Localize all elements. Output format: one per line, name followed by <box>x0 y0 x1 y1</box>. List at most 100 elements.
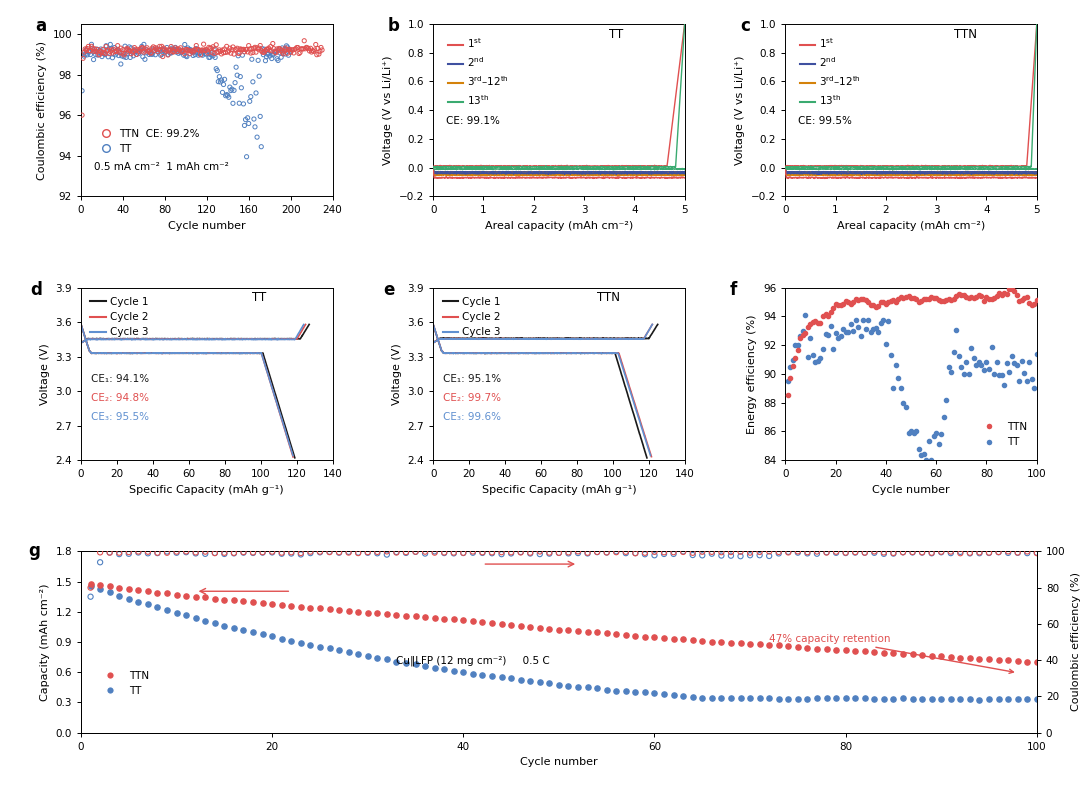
Point <box>973 359 990 371</box>
Point <box>195 38 213 51</box>
Point <box>96 48 113 60</box>
Point <box>589 546 606 558</box>
Point <box>914 546 931 559</box>
Point <box>923 547 941 560</box>
Point <box>827 546 845 558</box>
Point <box>786 338 804 351</box>
Point <box>732 691 750 704</box>
Point <box>283 600 300 612</box>
Point <box>684 549 701 562</box>
Point <box>293 600 310 613</box>
Point <box>123 42 140 55</box>
Point <box>232 43 249 55</box>
Point <box>111 46 129 59</box>
Point <box>207 63 225 75</box>
Point <box>801 332 819 345</box>
Point <box>656 547 673 560</box>
Point <box>770 546 787 558</box>
Point <box>102 45 119 58</box>
Point <box>140 44 158 57</box>
Point <box>359 546 377 558</box>
Point <box>407 546 424 558</box>
Point <box>112 42 130 55</box>
Point <box>127 48 145 61</box>
Point <box>940 293 957 306</box>
Point <box>656 546 673 558</box>
Point <box>118 44 135 56</box>
Text: TTN: TTN <box>954 28 976 40</box>
Point <box>83 38 100 51</box>
Point <box>256 43 273 55</box>
Point <box>133 41 150 54</box>
Point <box>1026 382 1043 394</box>
Point <box>87 48 105 61</box>
Point <box>484 547 501 560</box>
Point <box>259 48 276 60</box>
Point <box>283 547 300 560</box>
Point <box>215 47 232 59</box>
Point <box>267 46 284 59</box>
Point <box>792 330 809 343</box>
Point <box>197 615 214 627</box>
Point <box>183 44 200 56</box>
Point <box>237 113 254 126</box>
Point <box>845 295 862 308</box>
Point <box>970 355 987 367</box>
Point <box>110 589 127 602</box>
Point <box>330 604 348 616</box>
Point <box>885 546 902 559</box>
Point <box>186 46 203 59</box>
Point <box>264 546 281 558</box>
Point <box>197 43 214 55</box>
Point <box>214 44 231 56</box>
Point <box>90 48 107 61</box>
Point <box>445 664 462 677</box>
Point <box>953 288 970 301</box>
Point <box>801 318 819 330</box>
Point <box>137 47 154 59</box>
Point <box>981 653 998 665</box>
Point <box>922 290 940 303</box>
Point <box>966 291 983 304</box>
Point <box>275 43 293 55</box>
Point <box>981 363 998 375</box>
Point <box>240 117 257 130</box>
Point <box>945 293 962 306</box>
Y-axis label: Coulombic efficiency (%): Coulombic efficiency (%) <box>37 40 46 180</box>
Point <box>227 44 244 56</box>
Point <box>888 295 905 308</box>
Point <box>206 546 224 559</box>
Point <box>92 43 109 55</box>
Point <box>340 546 357 559</box>
Point <box>693 691 711 704</box>
Point <box>247 46 265 59</box>
Point <box>684 546 701 559</box>
Point <box>741 546 758 559</box>
Point <box>923 692 941 705</box>
Point <box>559 547 577 560</box>
Point <box>242 47 259 59</box>
Point <box>378 653 395 665</box>
Point <box>287 43 305 55</box>
Point <box>812 317 829 329</box>
Point <box>241 43 258 55</box>
Point <box>636 548 653 561</box>
Point <box>1021 356 1038 369</box>
Point <box>933 546 950 558</box>
Point <box>254 546 271 558</box>
Point <box>1008 288 1025 301</box>
X-axis label: Cycle number: Cycle number <box>521 757 597 767</box>
Point <box>154 43 172 55</box>
Point <box>130 584 147 596</box>
Point <box>308 48 325 61</box>
Point <box>961 546 978 559</box>
Point <box>208 46 226 59</box>
Point <box>301 546 319 559</box>
Point <box>112 58 130 70</box>
Point <box>960 291 977 304</box>
Point <box>579 546 596 559</box>
Point <box>598 627 616 640</box>
Point <box>282 45 299 58</box>
Point <box>760 638 778 651</box>
Point <box>225 97 242 109</box>
